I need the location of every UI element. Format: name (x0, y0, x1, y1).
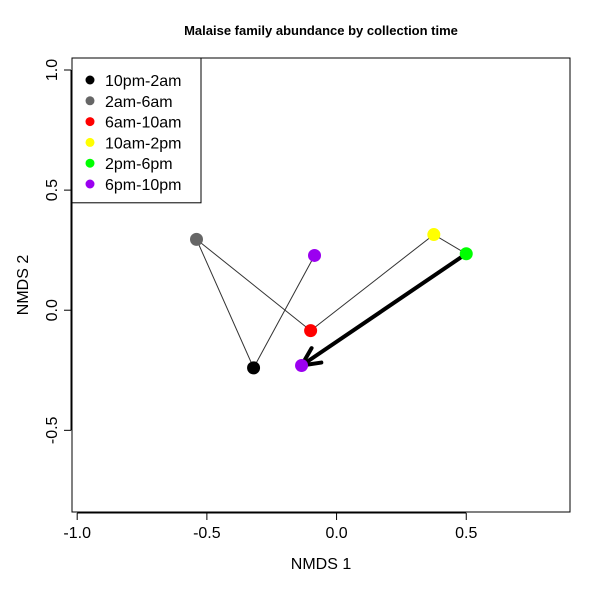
data-point (190, 232, 203, 246)
arrow-shaft (299, 251, 469, 368)
chart-title: Malaise family abundance by collection t… (184, 23, 458, 38)
legend-marker (85, 117, 95, 127)
x-axis-label: NMDS 1 (291, 556, 352, 573)
y-tick-label: 0.5 (44, 179, 61, 201)
legend-marker (85, 96, 95, 106)
data-point (304, 324, 318, 338)
x-tick-label: -1.0 (63, 525, 91, 542)
legend-marker (85, 158, 95, 168)
trajectory-path (196, 233, 467, 370)
y-tick-label: 1.0 (44, 59, 61, 81)
legend: 10pm-2am 2am-6am 6am-10am 10am-2pm 2pm-6pm 6p… (71, 57, 202, 204)
legend-marker (85, 75, 95, 85)
y-tick-label: -0.5 (44, 416, 61, 444)
data-point (295, 358, 309, 372)
trajectory-lines (196, 233, 467, 370)
data-point (247, 361, 261, 375)
legend-label: 10pm-2am (105, 73, 181, 90)
y-tick-label: 0.0 (44, 299, 61, 321)
legend-label: 10am-2pm (105, 135, 181, 152)
legend-label: 2am-6am (105, 94, 173, 111)
data-point (427, 228, 441, 242)
data-points (190, 228, 473, 375)
legend-label: 6pm-10pm (105, 177, 181, 194)
data-point (308, 248, 322, 262)
direction-arrow (299, 251, 469, 368)
y-axis-label: NMDS 2 (15, 255, 32, 316)
legend-label: 6am-10am (105, 115, 181, 132)
legend-marker (85, 137, 95, 147)
legend-label: 2pm-6pm (105, 156, 173, 173)
x-axis: -1.0 -0.5 0.0 0.5 (63, 512, 477, 542)
legend-marker (85, 179, 95, 189)
data-point (459, 247, 473, 261)
plot-frame (71, 57, 571, 513)
x-tick-label: 0.0 (325, 525, 347, 542)
y-axis: -0.5 0.0 0.5 1.0 (44, 59, 72, 444)
x-tick-label: -0.5 (193, 525, 221, 542)
x-tick-label: 0.5 (455, 525, 477, 542)
